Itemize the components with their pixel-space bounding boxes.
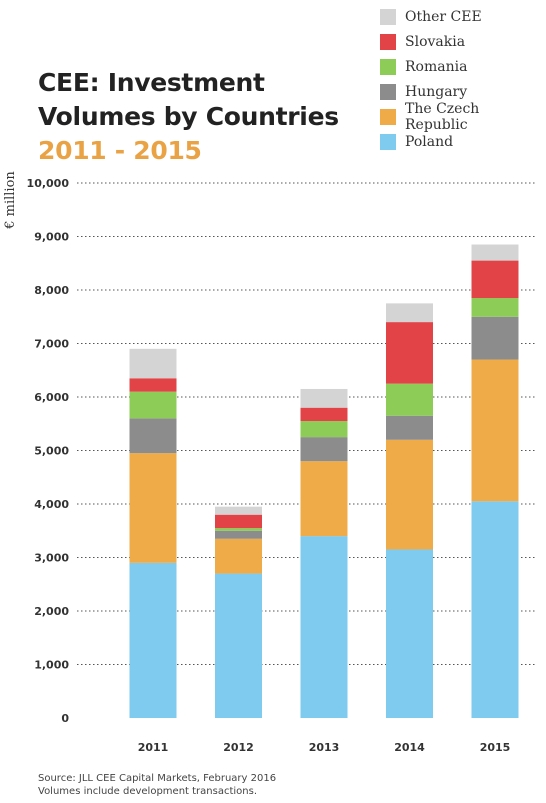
bar-hungary-2014 [386, 415, 433, 440]
legend-swatch [380, 33, 396, 50]
bar-romania-2014 [386, 383, 433, 416]
bar-the-czech-republic-2011 [129, 453, 177, 563]
chart-title: CEE: Investment Volumes by Countries 201… [38, 66, 368, 168]
bar-slovakia-2012 [215, 514, 262, 529]
bar-other-cee-2015 [471, 244, 519, 261]
source-line: Source: JLL CEE Capital Markets, Februar… [38, 773, 277, 784]
bar-other-cee-2013 [300, 388, 348, 408]
legend-swatch [380, 83, 396, 100]
legend-label: Other CEE [405, 8, 482, 25]
legend-swatch [380, 8, 396, 25]
bar-slovakia-2013 [300, 407, 348, 422]
x-tick-label: 2013 [309, 741, 340, 754]
legend-label: The Czech Republic [405, 100, 480, 133]
bar-slovakia-2014 [386, 322, 433, 384]
bar-other-cee-2011 [129, 348, 177, 379]
bar-romania-2015 [471, 298, 519, 317]
bar-hungary-2012 [215, 530, 262, 539]
chart-legend: Other CEE Slovakia Romania Hungary The Czech… [380, 4, 546, 154]
legend-swatch [380, 58, 396, 75]
legend-item-other-cee: Other CEE [380, 4, 546, 29]
volumes-note: Volumes include development transactions… [38, 786, 258, 797]
x-tick-label: 2012 [223, 741, 254, 754]
bar-the-czech-republic-2013 [300, 461, 348, 537]
y-tick-label: 3,000 [34, 552, 69, 565]
y-tick-label: 10,000 [27, 177, 70, 190]
legend-swatch [380, 133, 396, 150]
bar-romania-2011 [129, 391, 177, 419]
bar-slovakia-2015 [471, 260, 519, 299]
bar-hungary-2015 [471, 316, 519, 360]
bar-poland-2011 [129, 562, 177, 718]
bar-poland-2013 [300, 536, 348, 718]
legend-item-the-czech-republic: The Czech Republic [380, 101, 546, 133]
legend-swatch [380, 108, 396, 125]
bar-poland-2015 [471, 501, 519, 718]
bar-poland-2014 [386, 549, 433, 718]
bar-romania-2013 [300, 421, 348, 438]
legend-label: Poland [405, 133, 454, 150]
bar-other-cee-2012 [215, 506, 262, 515]
legend-item-slovakia: Slovakia [380, 29, 546, 54]
bar-romania-2012 [215, 528, 262, 531]
y-tick-label: 9,000 [34, 231, 69, 244]
x-tick-label: 2015 [480, 741, 511, 754]
bar-poland-2012 [215, 573, 262, 718]
bar-other-cee-2014 [386, 303, 433, 323]
y-axis-title: € million [3, 171, 18, 230]
bar-the-czech-republic-2015 [471, 359, 519, 502]
y-tick-label: 6,000 [34, 391, 69, 404]
y-tick-label: 1,000 [34, 659, 69, 672]
y-tick-label: 5,000 [34, 445, 69, 458]
legend-item-hungary: Hungary [380, 79, 546, 104]
bar-the-czech-republic-2012 [215, 538, 262, 574]
y-tick-label: 0 [61, 712, 69, 725]
bar-slovakia-2011 [129, 378, 177, 392]
chart-title-accent: 2011 - 2015 [38, 136, 202, 165]
stacked-bar-chart: € million 0 1,000 2,000 3,000 4,000 5,000 6,000… [3, 171, 536, 754]
y-tick-label: 4,000 [34, 498, 69, 511]
legend-label: Romania [405, 58, 468, 75]
source-note: Source: JLL CEE Capital Markets, Februar… [38, 772, 276, 798]
legend-item-romania: Romania [380, 54, 546, 79]
bar-the-czech-republic-2014 [386, 439, 433, 550]
x-tick-label: 2014 [394, 741, 425, 754]
bar-hungary-2011 [129, 418, 177, 454]
legend-label: Slovakia [405, 33, 466, 50]
bar-hungary-2013 [300, 437, 348, 462]
chart-title-main: CEE: Investment Volumes by Countries [38, 68, 339, 131]
legend-item-poland: Poland [380, 129, 546, 154]
y-tick-label: 8,000 [34, 284, 69, 297]
y-tick-label: 7,000 [34, 338, 69, 351]
y-tick-label: 2,000 [34, 605, 69, 618]
x-tick-label: 2011 [138, 741, 169, 754]
legend-label: Hungary [405, 83, 468, 100]
